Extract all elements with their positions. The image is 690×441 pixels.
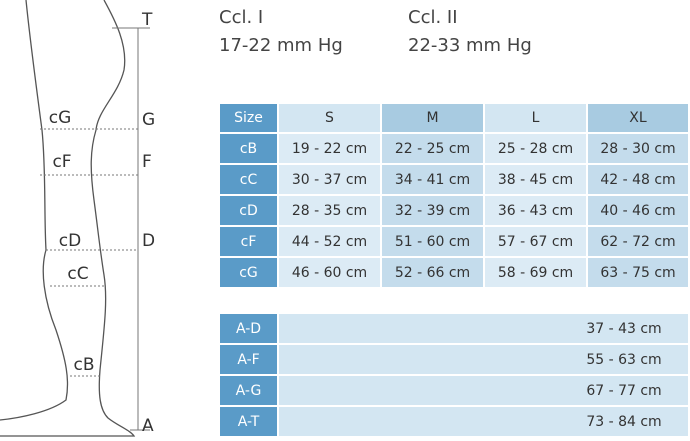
cell-text: 55 - 63 cm	[586, 352, 661, 368]
point-label: T	[141, 10, 153, 30]
circumference-label: cB	[73, 355, 94, 375]
header-text: S	[325, 110, 334, 126]
row-label-cell	[220, 376, 277, 405]
cell-text: 73 - 84 cm	[586, 414, 661, 430]
row-label: A-G	[236, 383, 262, 399]
table-cell	[279, 376, 688, 405]
row-label: A-D	[236, 321, 261, 337]
cell-text: 22 - 25 cm	[395, 141, 470, 157]
cell-text: 34 - 41 cm	[395, 172, 470, 188]
circumference-label: cG	[49, 108, 72, 128]
cell-text: 37 - 43 cm	[586, 321, 661, 337]
row-label-cell	[220, 165, 277, 194]
row-label-cell	[220, 258, 277, 287]
cell-text: 52 - 66 cm	[395, 265, 470, 281]
cell-text: 62 - 72 cm	[600, 234, 675, 250]
cell-text: 38 - 45 cm	[498, 172, 573, 188]
row-label-cell	[220, 345, 277, 374]
table-cell	[382, 227, 483, 256]
table-cell	[485, 258, 586, 287]
table-cell	[279, 345, 688, 374]
table-cell	[279, 227, 380, 256]
table-cell	[382, 134, 483, 163]
cell-text: 19 - 22 cm	[292, 141, 367, 157]
row-label: cF	[241, 234, 257, 250]
table-cell	[485, 134, 586, 163]
circumference-label: cD	[59, 231, 81, 251]
row-label-cell	[220, 196, 277, 225]
cell-text: 58 - 69 cm	[498, 265, 573, 281]
table-cell	[485, 165, 586, 194]
table-cell	[588, 134, 688, 163]
row-label: cD	[239, 203, 257, 219]
table-cell	[279, 134, 380, 163]
leg-drawing	[0, 0, 136, 437]
header-cell	[220, 104, 277, 132]
point-label: A	[142, 416, 154, 436]
table-cell	[279, 196, 380, 225]
circumference-label: cC	[67, 264, 88, 284]
cell-text: 40 - 46 cm	[600, 203, 675, 219]
table-cell	[485, 227, 586, 256]
class-pressure: 17-22 mm Hg	[219, 35, 343, 56]
row-label: cG	[239, 265, 258, 281]
point-label: D	[142, 231, 155, 251]
table-cell	[588, 258, 688, 287]
cell-text: 36 - 43 cm	[498, 203, 573, 219]
cell-text: 51 - 60 cm	[395, 234, 470, 250]
row-label: cB	[240, 141, 257, 157]
cell-text: 28 - 30 cm	[600, 141, 675, 157]
row-label: A-T	[238, 414, 260, 430]
cell-text: 46 - 60 cm	[292, 265, 367, 281]
header-text: L	[532, 110, 540, 126]
table-cell	[279, 258, 380, 287]
cell-text: 42 - 48 cm	[600, 172, 675, 188]
class-name: Ccl. II	[408, 7, 458, 28]
table-cell	[382, 196, 483, 225]
header-cell	[485, 104, 586, 132]
table-cell	[382, 165, 483, 194]
row-label-cell	[220, 314, 277, 343]
row-label-cell	[220, 227, 277, 256]
class-name: Ccl. I	[219, 7, 263, 28]
cell-text: 44 - 52 cm	[292, 234, 367, 250]
cell-text: 63 - 75 cm	[600, 265, 675, 281]
cell-text: 28 - 35 cm	[292, 203, 367, 219]
cell-text: 67 - 77 cm	[586, 383, 661, 399]
point-label: F	[142, 152, 152, 172]
table-cell	[279, 407, 688, 436]
table-cell	[279, 314, 688, 343]
cell-text: 57 - 67 cm	[498, 234, 573, 250]
table-cell	[588, 196, 688, 225]
row-label: A-F	[237, 352, 259, 368]
cell-text: 25 - 28 cm	[498, 141, 573, 157]
table-cell	[485, 196, 586, 225]
header-text: XL	[629, 110, 647, 126]
header-cell	[382, 104, 483, 132]
row-label-cell	[220, 407, 277, 436]
row-label-cell	[220, 134, 277, 163]
header-cell	[279, 104, 380, 132]
row-label: cC	[240, 172, 258, 188]
table-cell	[279, 165, 380, 194]
header-text: Size	[234, 110, 263, 126]
cell-text: 32 - 39 cm	[395, 203, 470, 219]
table-cell	[588, 227, 688, 256]
table-cell	[382, 258, 483, 287]
header-cell	[588, 104, 688, 132]
circumference-label: cF	[52, 152, 71, 172]
point-label: G	[142, 110, 155, 130]
table-cell	[588, 165, 688, 194]
header-text: M	[426, 110, 438, 126]
cell-text: 30 - 37 cm	[292, 172, 367, 188]
class-pressure: 22-33 mm Hg	[408, 35, 532, 56]
